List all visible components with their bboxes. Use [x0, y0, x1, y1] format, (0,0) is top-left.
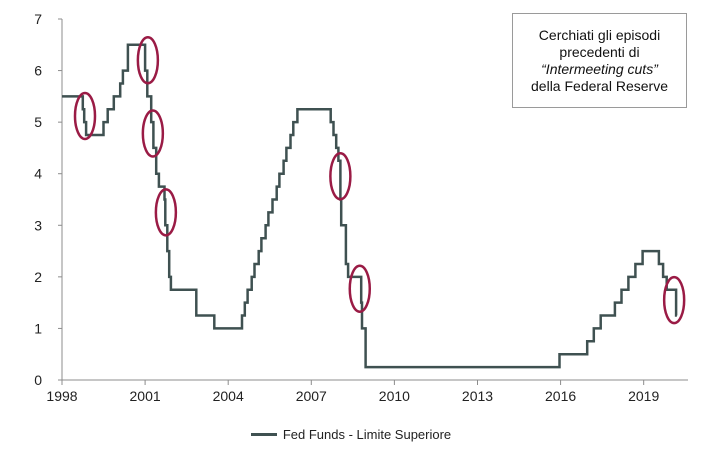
axes [58, 18, 688, 385]
y-tick-label: 3 [34, 217, 42, 233]
annotation-line-1: Cerchiati gli episodi [538, 26, 661, 43]
highlight-ellipse [73, 91, 97, 141]
highlight-ellipse [329, 152, 352, 201]
y-tick-label: 5 [34, 114, 42, 130]
annotation-line-3: “Intermeeting cuts” [541, 60, 658, 77]
x-tick-label: 2019 [628, 388, 659, 404]
y-tick-label: 2 [34, 269, 42, 285]
legend-label: Fed Funds - Limite Superiore [282, 427, 452, 442]
y-tick-label: 6 [34, 63, 42, 79]
x-tick-label: 2004 [213, 388, 244, 404]
x-tick-label: 2016 [545, 388, 576, 404]
highlight-ellipse [141, 109, 165, 158]
highlight-ellipse [136, 36, 160, 85]
series-layer [62, 43, 678, 369]
highlight-ellipse [154, 188, 178, 237]
x-tick-label: 2010 [379, 388, 410, 404]
tick-labels: 0 1 2 3 4 5 6 7 1998 2001 2004 2007 2010 2013 2016 2019 [34, 11, 659, 404]
y-tick-label: 1 [34, 320, 42, 336]
y-tick-label: 4 [34, 166, 42, 182]
y-tick-label: 7 [34, 11, 42, 27]
x-tick-label: 2013 [462, 388, 493, 404]
x-tick-label: 2007 [296, 388, 327, 404]
annotation-line-2: precedenti di [559, 43, 640, 60]
legend: Fed Funds - Limite Superiore [0, 427, 702, 442]
x-tick-label: 1998 [46, 388, 77, 404]
highlight-ellipse [662, 275, 686, 325]
annotation-box: Cerchiati gli episodi precedenti di “Int… [512, 13, 687, 108]
highlight-ellipses [73, 36, 686, 325]
x-tick-label: 2001 [130, 388, 161, 404]
y-tick-label: 0 [34, 372, 42, 388]
annotation-line-4: della Federal Reserve [531, 77, 668, 94]
series-line [62, 43, 678, 369]
highlight-ellipse [348, 264, 372, 313]
legend-swatch [250, 433, 277, 436]
